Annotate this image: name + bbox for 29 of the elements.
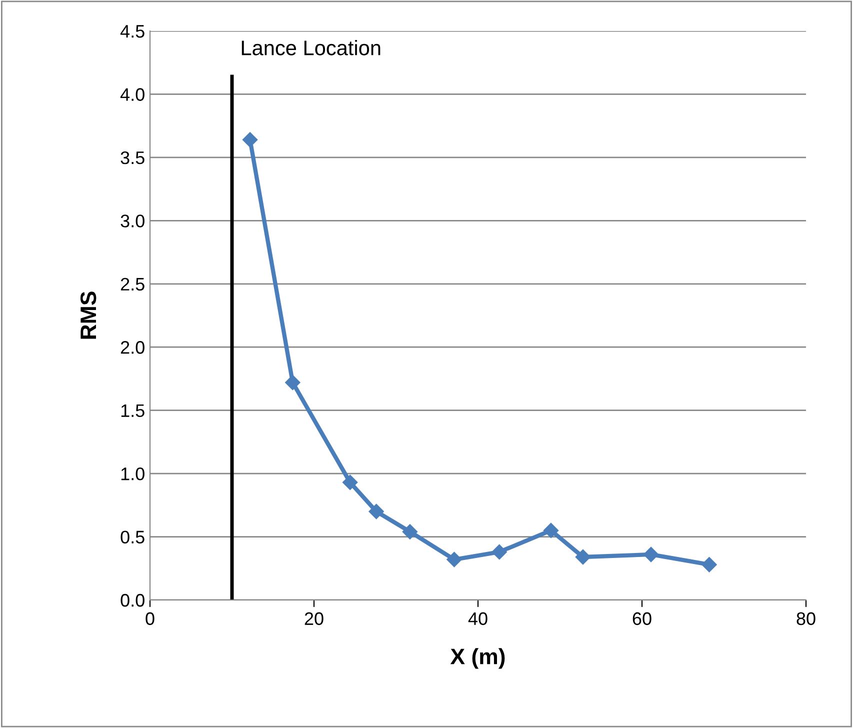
y-tick-label: 1.5 [121, 404, 144, 418]
y-tick-label: 0.0 [120, 594, 144, 607]
point [543, 522, 559, 538]
y-tick-label: 1.0 [121, 467, 144, 480]
point [242, 132, 258, 148]
y-tick-label: 3.5 [120, 151, 144, 164]
y-axis-title: RMS [80, 292, 96, 339]
point [492, 544, 507, 560]
point [402, 524, 418, 540]
point [643, 546, 659, 562]
y-tick-label: 2.5 [120, 278, 144, 291]
x-axis-title: X (m) [450, 648, 505, 669]
x-tick-label: 0 [146, 612, 154, 626]
x-tick-label: 80 [796, 612, 816, 626]
y-tick-label: 0.5 [120, 530, 144, 544]
ref-line-label: Lance Location [242, 40, 380, 56]
y-tick-label: 4.5 [120, 25, 144, 38]
point [368, 504, 384, 520]
point [446, 552, 462, 568]
point [342, 474, 358, 490]
point [285, 374, 300, 390]
y-tick-label: 4.0 [120, 88, 144, 101]
point [702, 557, 717, 572]
y-tick-label: 2.0 [120, 341, 144, 354]
point [575, 549, 591, 565]
y-tick-label: 3.0 [120, 214, 144, 228]
x-tick-label: 20 [304, 612, 324, 626]
x-tick-label: 40 [468, 612, 488, 626]
x-tick-label: 60 [632, 612, 652, 626]
